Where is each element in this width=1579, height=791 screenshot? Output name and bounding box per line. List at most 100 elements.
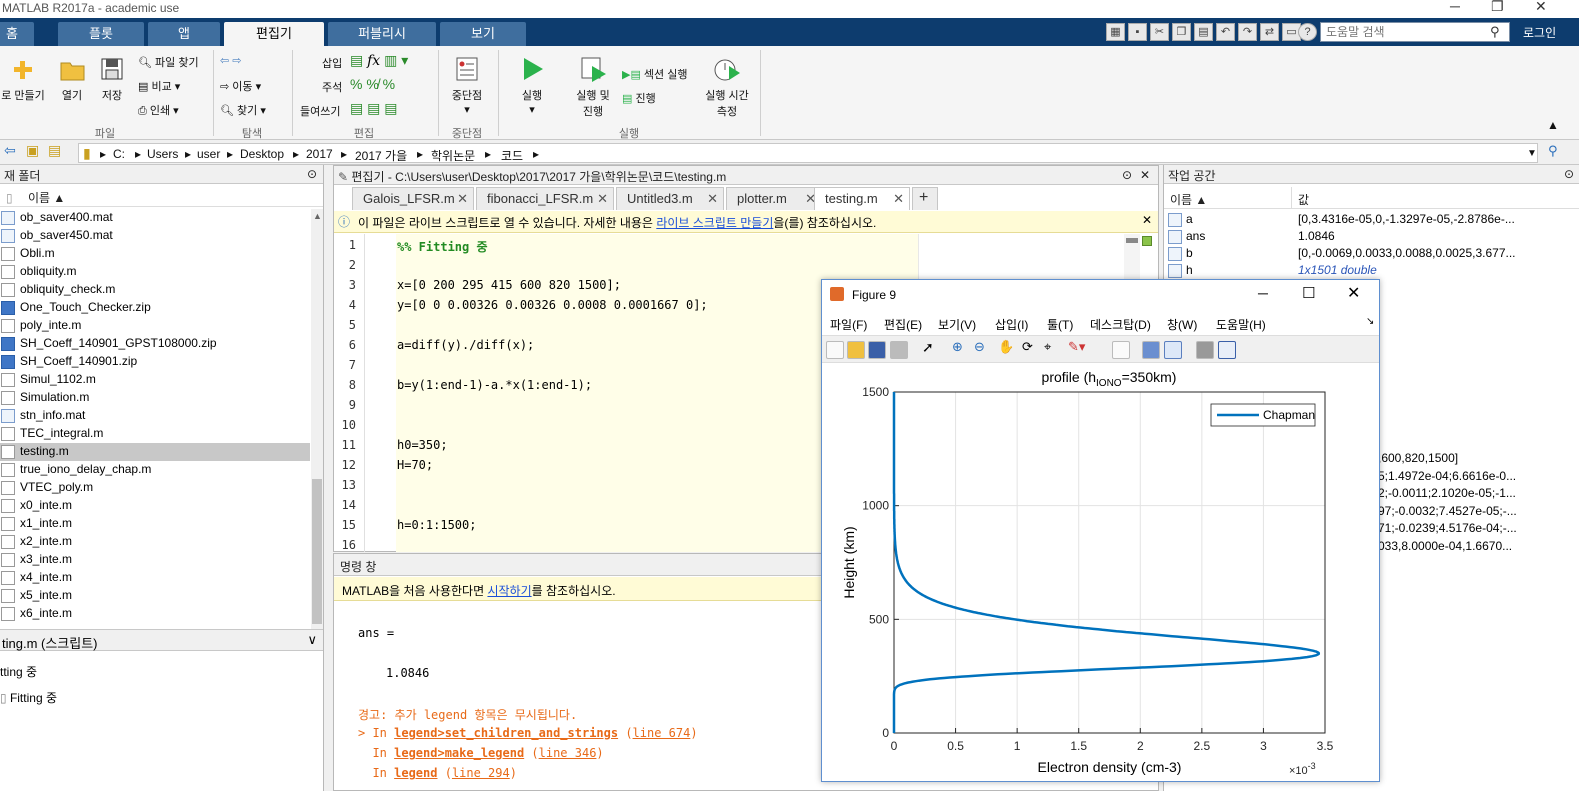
file-item[interactable]: SH_Coeff_140901_GPST108000.zip [0, 335, 310, 353]
minimize-icon[interactable]: ─ [1450, 0, 1460, 14]
layout-icon[interactable]: ▦ [1106, 23, 1125, 41]
breadcrumb[interactable]: Desktop [240, 147, 285, 161]
code-line[interactable]: h0=350; [397, 438, 448, 452]
editor-tab[interactable]: Untitled3.m ✕ [616, 187, 724, 210]
tab-home[interactable]: 홈 [0, 22, 34, 46]
file-item[interactable]: Obli.m [0, 245, 310, 263]
code-analyzer-icon[interactable] [1142, 236, 1152, 246]
redo-icon[interactable]: ↷ [1238, 23, 1257, 41]
collapse-ribbon-icon[interactable]: ▲ [1547, 118, 1559, 132]
up-folder-icon[interactable]: ▣ [26, 142, 40, 158]
panel-menu-icon[interactable]: ⊙ [306, 167, 317, 181]
column-value[interactable]: 값 [1292, 187, 1579, 209]
code-line[interactable]: b=y(1:end-1)-a.*x(1:end-1); [397, 378, 593, 392]
file-item[interactable]: x0_inte.m [0, 497, 310, 515]
code-line[interactable]: a=diff(y)./diff(x); [397, 338, 535, 352]
workspace-variable-row[interactable]: ans 1.0846 [1164, 228, 1579, 245]
file-item[interactable]: stn_info.mat [0, 407, 310, 425]
breadcrumb[interactable]: C: [113, 147, 125, 161]
breadcrumb[interactable]: user [197, 147, 221, 161]
indent-button[interactable]: 들여쓰기 [300, 106, 341, 118]
file-item[interactable]: x2_inte.m [0, 533, 310, 551]
colorbar-icon[interactable] [1142, 341, 1160, 359]
column-name[interactable]: 이름 ▲ [1164, 187, 1292, 209]
search-icon[interactable]: ⚲ [1548, 143, 1558, 158]
scrollbar[interactable]: ▲ [311, 209, 323, 629]
close-icon[interactable]: ✕ [805, 191, 816, 206]
save-figure-icon[interactable] [868, 341, 886, 359]
editor-tab[interactable]: fibonacci_LFSR.m ✕ [476, 187, 614, 210]
panel-menu-icon[interactable]: ⊙ [1121, 168, 1132, 182]
file-item[interactable]: Simul_1102.m [0, 371, 310, 389]
help-icon[interactable]: ? [1298, 23, 1317, 41]
comment-button[interactable]: 주석 [322, 82, 343, 94]
back-icon[interactable]: ⇦ [4, 142, 16, 158]
help-search-input[interactable] [1320, 22, 1510, 42]
file-item[interactable]: VTEC_poly.m [0, 479, 310, 497]
panel-menu-icon[interactable]: ⊙ [1563, 167, 1574, 181]
column-header[interactable]: ▯ 이름 ▲ [0, 185, 323, 207]
breadcrumb[interactable]: 2017 [306, 147, 333, 161]
menu-window[interactable]: 창(W) [1167, 318, 1198, 332]
percent-icons[interactable]: % %̸ % [350, 76, 396, 92]
undo-icon[interactable]: ↶ [1216, 23, 1235, 41]
file-item[interactable]: x5_inte.m [0, 587, 310, 605]
open-button[interactable]: 열기 [56, 54, 88, 103]
tab-view[interactable]: 보기 [440, 22, 526, 46]
close-icon[interactable]: ✕ [1535, 0, 1547, 14]
code-line[interactable]: h=0:1:1500; [397, 518, 477, 532]
tab-publish[interactable]: 퍼블리시 [328, 22, 436, 46]
file-item[interactable]: true_iono_delay_chap.m [0, 461, 310, 479]
file-item[interactable]: SH_Coeff_140901.zip [0, 353, 310, 371]
open-file-icon[interactable] [847, 341, 865, 359]
trace-line-link[interactable]: line 346 [538, 746, 597, 760]
file-item[interactable]: testing.m [0, 443, 310, 461]
tab-apps[interactable]: 앱 [148, 22, 220, 46]
new-button[interactable]: 로 만들기 [0, 54, 48, 103]
insert-button[interactable]: 삽입 [322, 58, 343, 70]
pointer-icon[interactable]: ➚ [922, 339, 934, 355]
advance-button[interactable]: ▤ 진행 [622, 90, 656, 106]
scroll-up-icon[interactable]: ▲ [313, 211, 322, 221]
menu-view[interactable]: 보기(V) [938, 318, 977, 332]
trace-function-link[interactable]: legend>set_children_and_strings [394, 726, 619, 740]
chevron-down-icon[interactable]: ▼ [1527, 148, 1537, 159]
run-time-button[interactable]: 실행 시간 측정 [700, 54, 754, 119]
editor-tab-active[interactable]: testing.m ✕ [814, 187, 910, 210]
find-button[interactable]: 🔍︎ 찾기 ▾ [220, 105, 266, 117]
menu-edit[interactable]: 편집(E) [884, 318, 923, 332]
file-item[interactable]: TEC_integral.m [0, 425, 310, 443]
goto-button[interactable]: ⇨ 이동 ▾ [220, 81, 262, 93]
workspace-variable-row[interactable]: b [0,-0.0069,0.0033,0.0088,0.0025,3.677..… [1164, 245, 1579, 262]
find-files-button[interactable]: 🔍︎ 파일 찾기 [138, 54, 199, 70]
rotate-icon[interactable]: ⟳ [1022, 339, 1033, 354]
workspace-variable-row[interactable]: h 1x1501 double [1164, 262, 1579, 279]
link-plot-icon[interactable] [1112, 341, 1130, 359]
file-item[interactable]: obliquity_check.m [0, 281, 310, 299]
breakpoints-button[interactable]: 중단점 ▾ [446, 54, 488, 116]
close-icon[interactable]: ✕ [1141, 213, 1152, 227]
file-item[interactable]: ob_saver450.mat [0, 227, 310, 245]
editor-tab[interactable]: Galois_LFSR.m ✕ [352, 187, 474, 210]
indent-icons[interactable]: ▤ ▤ ▤ [350, 100, 398, 116]
hide-tools-icon[interactable] [1196, 341, 1214, 359]
close-icon[interactable]: ✕ [893, 191, 904, 206]
cut-icon[interactable]: ✂ [1150, 23, 1169, 41]
maximize-icon[interactable]: ☐ [1302, 285, 1316, 302]
menu-insert[interactable]: 삽입(I) [995, 318, 1029, 332]
show-tools-icon[interactable] [1218, 341, 1236, 359]
breadcrumb[interactable]: 코드 [501, 149, 524, 163]
workspace-variable-row[interactable]: a [0,3.4316e-05,0,-1.3297e-05,-2.8786e-..… [1164, 211, 1579, 228]
file-item[interactable]: x3_inte.m [0, 551, 310, 569]
legend-icon[interactable] [1164, 341, 1182, 359]
file-item[interactable]: Simulation.m [0, 389, 310, 407]
editor-tab[interactable]: plotter.m ✕ [726, 187, 822, 210]
edit-tool-icons[interactable]: ▤ fx ▥ ▾ [350, 52, 409, 69]
chevron-down-icon[interactable]: ∨ [307, 632, 317, 647]
menu-desktop[interactable]: 데스크탑(D) [1090, 318, 1151, 332]
new-figure-icon[interactable] [826, 341, 844, 359]
menu-file[interactable]: 파일(F) [830, 318, 868, 332]
zoom-in-icon[interactable]: ⊕ [952, 339, 963, 354]
tab-plots[interactable]: 플롯 [58, 22, 144, 46]
close-icon[interactable]: ✕ [707, 191, 718, 206]
